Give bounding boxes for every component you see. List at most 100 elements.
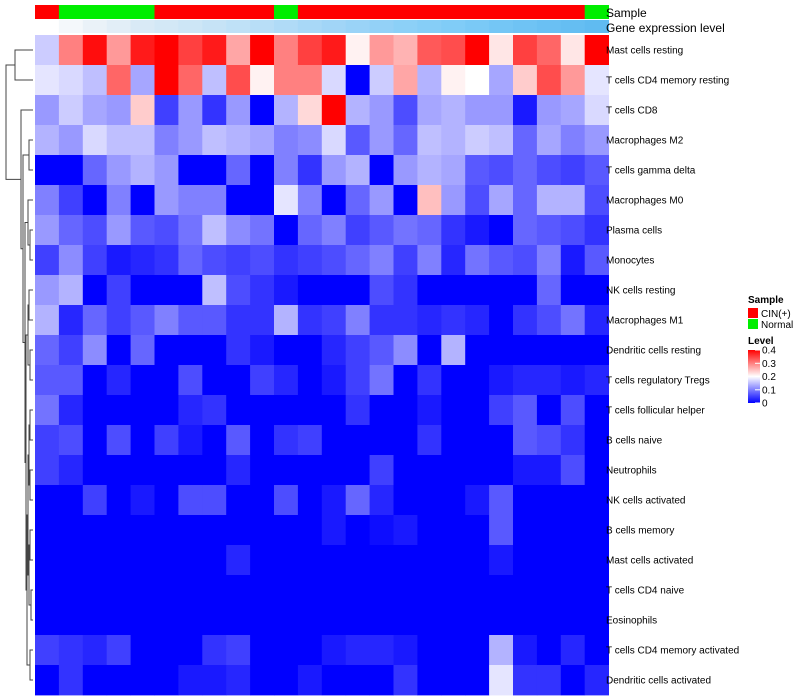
heatmap-cell xyxy=(250,395,275,426)
heatmap-cell xyxy=(130,425,155,456)
heatmap-cell xyxy=(226,65,251,96)
heatmap-cell xyxy=(369,605,394,636)
heatmap-cell xyxy=(369,185,394,216)
heatmap-cell xyxy=(441,275,466,306)
heatmap-cell xyxy=(297,185,323,216)
heatmap-cell xyxy=(154,35,179,66)
heatmap-cell xyxy=(345,95,370,126)
heatmap-cell xyxy=(82,545,108,576)
heatmap-cell xyxy=(106,635,131,666)
heatmap-cell xyxy=(513,185,538,216)
heatmap-cell xyxy=(58,185,84,216)
heatmap-cell xyxy=(393,125,418,156)
heatmap-cell xyxy=(441,635,466,666)
heatmap-cell xyxy=(536,95,562,126)
heatmap-cell xyxy=(58,155,84,186)
heatmap-cell xyxy=(393,665,418,696)
heatmap-cell xyxy=(560,545,586,576)
heatmap-cell xyxy=(82,605,108,636)
heatmap-cell xyxy=(35,185,60,216)
heatmap-cell xyxy=(536,545,562,576)
heatmap-cell xyxy=(154,605,179,636)
heatmap-cell xyxy=(178,605,203,636)
heatmap-cell xyxy=(202,365,227,396)
heatmap-cell xyxy=(178,215,203,246)
heatmap-cell xyxy=(178,455,203,486)
heatmap-cell xyxy=(345,185,370,216)
sample-legend-entries: CIN(+)Normal xyxy=(748,308,793,331)
heatmap-cell xyxy=(489,65,514,96)
heatmap-cell xyxy=(226,665,251,696)
heatmap-cell xyxy=(250,605,275,636)
heatmap-cell xyxy=(106,455,131,486)
heatmap-cell xyxy=(274,335,299,366)
heatmap-cell xyxy=(441,95,466,126)
heatmap-cell xyxy=(513,425,538,456)
heatmap-cell xyxy=(154,245,179,276)
heatmap-cell xyxy=(178,305,203,336)
heatmap-cell xyxy=(154,65,179,96)
heatmap-cell xyxy=(178,65,203,96)
heatmap-cell xyxy=(106,605,131,636)
row-label: Dendritic cells activated xyxy=(606,676,711,687)
heatmap-cell xyxy=(154,185,179,216)
heatmap-cell xyxy=(369,305,394,336)
heatmap-cell xyxy=(106,365,131,396)
heatmap-cell xyxy=(560,605,586,636)
heatmap-cell xyxy=(393,35,418,66)
row-label: T cells follicular helper xyxy=(606,406,705,417)
heatmap-cell xyxy=(441,35,466,66)
heatmap-cell xyxy=(250,485,275,516)
row-label: B cells memory xyxy=(606,526,674,537)
heatmap-cell xyxy=(560,425,586,456)
heatmap-cell xyxy=(584,125,609,156)
heatmap-cell xyxy=(106,125,131,156)
heatmap-cell xyxy=(417,605,442,636)
heatmap-cell xyxy=(130,605,155,636)
expression-annotation-cell xyxy=(584,20,609,33)
heatmap-cell xyxy=(35,305,60,336)
heatmap-cell xyxy=(106,515,131,546)
heatmap-cell xyxy=(560,125,586,156)
heatmap-cell xyxy=(393,185,418,216)
heatmap-cell xyxy=(584,425,609,456)
heatmap-cell xyxy=(58,215,84,246)
heatmap-cell xyxy=(417,215,442,246)
heatmap-cell xyxy=(536,395,562,426)
heatmap-cell xyxy=(202,125,227,156)
heatmap-cell xyxy=(178,485,203,516)
sample-annotation-cell xyxy=(393,5,418,19)
heatmap-cell xyxy=(178,545,203,576)
heatmap-cell xyxy=(393,245,418,276)
heatmap-cell xyxy=(465,605,490,636)
heatmap-cell xyxy=(82,35,108,66)
heatmap-cell xyxy=(369,455,394,486)
heatmap-cell xyxy=(130,155,155,186)
heatmap-cell xyxy=(465,125,490,156)
heatmap-cell xyxy=(202,65,227,96)
heatmap-cell xyxy=(536,515,562,546)
expression-annotation-cell xyxy=(226,20,251,33)
heatmap-cell xyxy=(489,245,514,276)
expression-annotation-cell xyxy=(321,20,347,33)
heatmap-cell xyxy=(441,515,466,546)
heatmap-cell xyxy=(82,635,108,666)
heatmap-cell xyxy=(226,125,251,156)
heatmap-cell xyxy=(178,635,203,666)
heatmap-cell xyxy=(274,215,299,246)
heatmap-cell xyxy=(489,425,514,456)
heatmap-cell xyxy=(154,575,179,606)
heatmap-cell xyxy=(58,335,84,366)
expression-annotation-cell xyxy=(58,20,84,33)
heatmap-cell xyxy=(345,65,370,96)
heatmap-cell xyxy=(369,515,394,546)
heatmap-cell xyxy=(274,575,299,606)
heatmap-cell xyxy=(178,365,203,396)
heatmap-cell xyxy=(489,395,514,426)
heatmap-cell xyxy=(106,575,131,606)
level-tick-label: 0.1 xyxy=(762,385,776,396)
heatmap-cell xyxy=(250,515,275,546)
heatmap-cell xyxy=(58,665,84,696)
heatmap-cell xyxy=(584,575,609,606)
